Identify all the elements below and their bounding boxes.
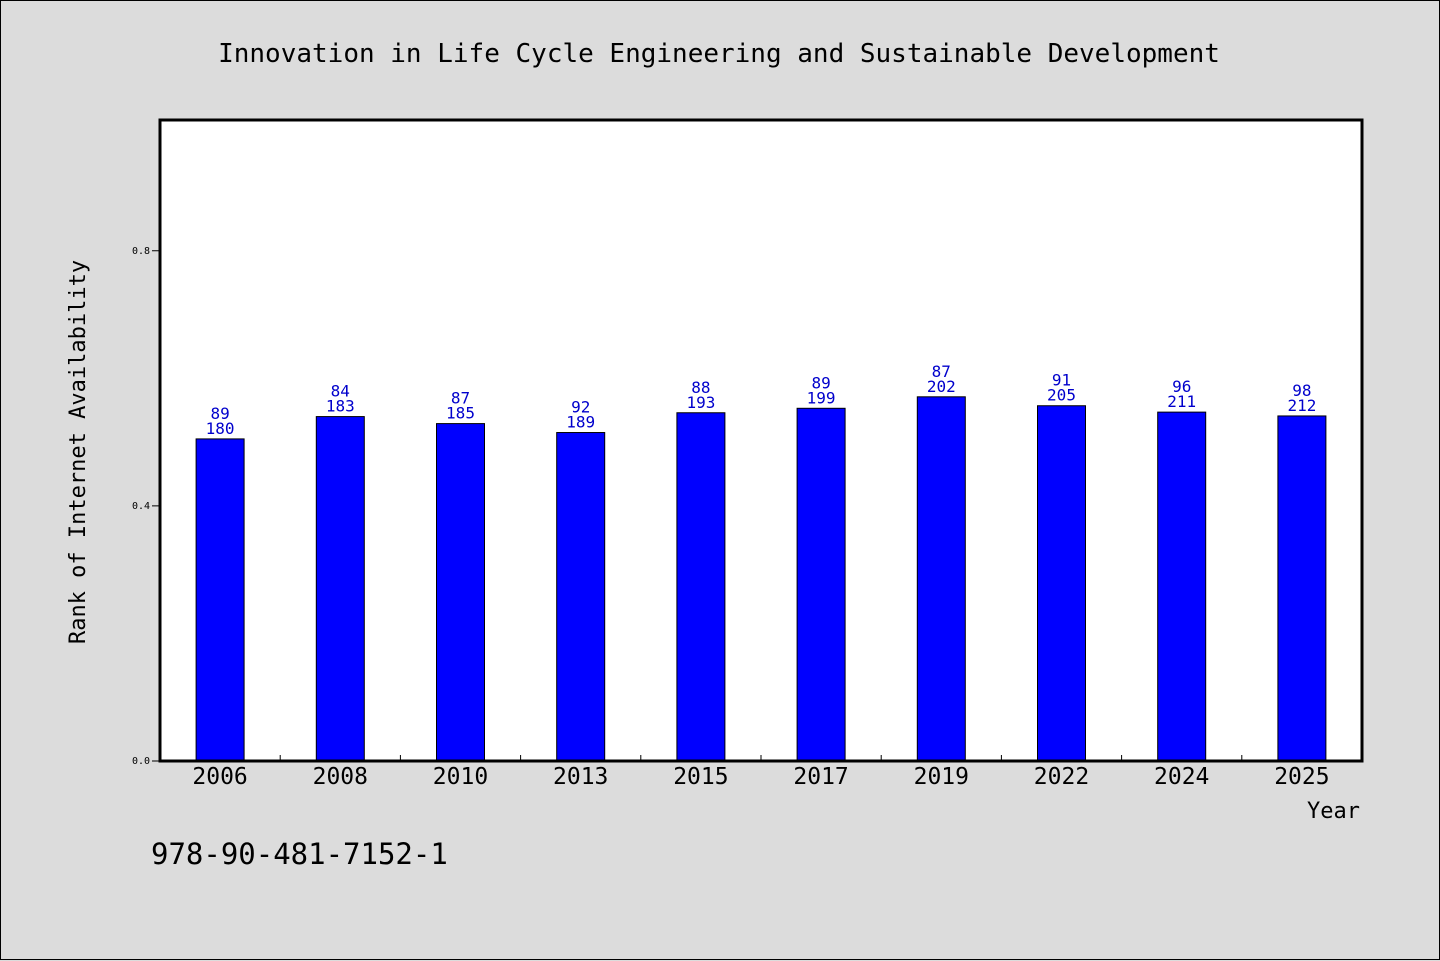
x-tick-label-2022: 2022 (1034, 764, 1089, 790)
chart-title: Innovation in Life Cycle Engineering and… (218, 39, 1220, 69)
data-label-bottom-2010: 185 (446, 404, 475, 423)
data-label-bottom-2025: 212 (1287, 396, 1316, 415)
x-axis-label: Year (1307, 799, 1360, 824)
bar-2013 (556, 432, 606, 762)
x-tick-label-2013: 2013 (553, 764, 608, 790)
bars-layer (195, 396, 1327, 762)
y-axis-label: Rank of Internet Availability (66, 260, 91, 644)
plot-border (158, 118, 1364, 763)
x-tick-label-2017: 2017 (793, 764, 848, 790)
data-label-bottom-2019: 202 (927, 377, 956, 396)
data-label-top-2019: 87 (932, 362, 951, 381)
data-label-top-2008: 84 (331, 382, 350, 401)
data-label-top-2024: 96 (1172, 377, 1191, 396)
x-tick-label-2008: 2008 (313, 764, 368, 790)
x-tick-label-2006: 2006 (192, 764, 247, 790)
y-axis-ticks: 0.0 0.4 0.8 (132, 246, 160, 767)
bar-2025 (1277, 415, 1327, 762)
data-label-top-2006: 89 (210, 404, 229, 423)
bar-2019 (916, 396, 966, 762)
x-tick-label-2015: 2015 (673, 764, 728, 790)
bar-2022 (1037, 405, 1086, 762)
bar-2006 (195, 438, 245, 762)
x-tick-label-2025: 2025 (1274, 764, 1329, 790)
data-label-bottom-2022: 205 (1047, 386, 1076, 405)
data-label-bottom-2008: 183 (326, 397, 355, 416)
bar-2017 (796, 407, 846, 762)
data-label-bottom-2013: 189 (566, 413, 595, 432)
x-tick-label-2010: 2010 (433, 764, 488, 790)
bar-2015 (676, 412, 726, 762)
bar-2010 (436, 423, 485, 762)
data-label-top-2013: 92 (571, 398, 590, 417)
y-tick-label: 0.8 (132, 246, 150, 257)
data-label-top-2015: 88 (691, 378, 710, 397)
data-label-bottom-2024: 211 (1167, 392, 1196, 411)
x-tick-label-2019: 2019 (914, 764, 969, 790)
bar-2024 (1157, 411, 1207, 762)
x-tick-label-2024: 2024 (1154, 764, 1209, 790)
data-label-top-2010: 87 (451, 389, 470, 408)
data-label-top-2017: 89 (811, 373, 830, 392)
bar-2008 (315, 416, 365, 762)
data-label-bottom-2017: 199 (807, 388, 836, 407)
data-label-bottom-2015: 193 (686, 393, 715, 412)
y-tick-label: 0.0 (132, 756, 150, 767)
isbn-text: 978-90-481-7152-1 (151, 837, 448, 871)
x-axis-ticks: 2006 2008 2010 2013 2015 2017 2019 2022 2024 2025 (192, 755, 1330, 790)
data-label-bottom-2006: 180 (206, 419, 235, 438)
y-tick-label: 0.4 (132, 501, 150, 512)
data-label-top-2022: 91 (1052, 371, 1071, 390)
data-label-top-2025: 98 (1292, 381, 1311, 400)
